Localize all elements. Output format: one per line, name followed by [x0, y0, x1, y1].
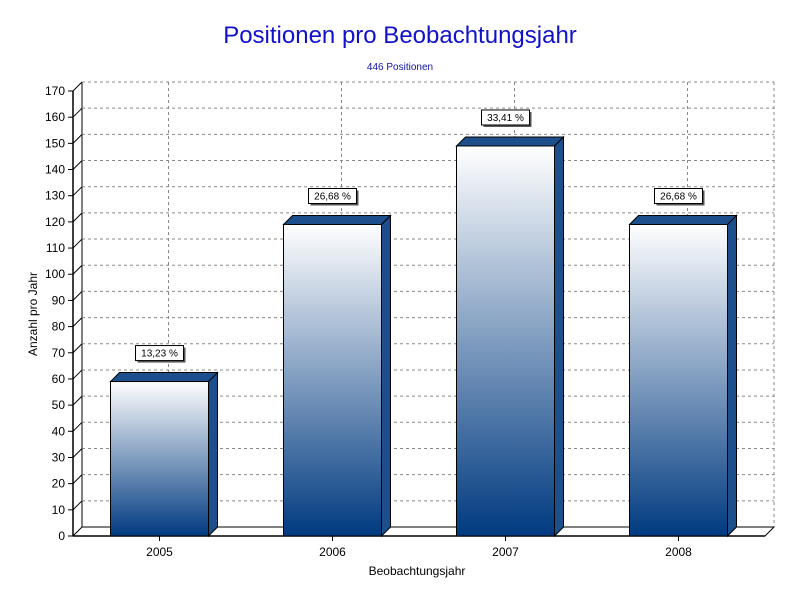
- y-tick-label: 130: [45, 189, 65, 203]
- gridline-side-tick: [72, 395, 83, 406]
- x-axis-label: Beobachtungsjahr: [369, 564, 466, 578]
- data-label: 26,68 %: [314, 192, 351, 203]
- y-tick-label: 110: [46, 241, 65, 255]
- gridline-side-tick: [72, 317, 83, 327]
- bar-side: [727, 214, 737, 538]
- bar: [629, 224, 728, 537]
- y-tick-label: 160: [45, 110, 65, 124]
- gridline-side-tick: [72, 160, 83, 170]
- data-label-box: [481, 109, 530, 126]
- y-tick-label: 60: [52, 372, 66, 386]
- bar-top: [455, 136, 565, 147]
- x-tick-label: 2007: [492, 545, 519, 559]
- gridline-side-tick: [72, 238, 83, 249]
- gridline-side-tick: [72, 448, 83, 458]
- x-tick-label: 2006: [319, 545, 346, 559]
- y-tick-label: 10: [52, 503, 66, 517]
- gridline-side-tick: [72, 421, 83, 432]
- x-tick-label: 2005: [146, 545, 173, 559]
- chart-subtitle: 446 Positionen: [366, 62, 434, 73]
- bar-side: [554, 135, 564, 538]
- y-tick-label: 50: [52, 398, 66, 412]
- bar-side: [208, 371, 218, 538]
- y-tick-label: 20: [52, 477, 66, 491]
- gridline-side-tick: [72, 186, 83, 197]
- y-tick-label: 70: [52, 346, 66, 360]
- data-label: 26,68 %: [660, 192, 697, 203]
- bar-top: [628, 215, 738, 225]
- bar-top: [282, 215, 392, 225]
- gridline-side-tick: [72, 81, 83, 92]
- y-tick-label: 80: [52, 320, 66, 334]
- chart-title: Positionen pro Beobachtungsjahr: [223, 22, 577, 49]
- bar: [283, 224, 382, 537]
- y-tick-label: 150: [45, 136, 65, 150]
- gridline-side-tick: [72, 291, 83, 301]
- bar-side: [381, 214, 391, 538]
- data-label-box: [654, 188, 703, 204]
- data-label: 13,23 %: [141, 349, 178, 360]
- bar-top: [109, 372, 219, 383]
- y-tick-label: 0: [58, 529, 65, 543]
- gridline-side-tick: [72, 264, 83, 275]
- y-tick-label: 120: [45, 215, 65, 229]
- y-axis-label: Anzahl pro Jahr: [26, 272, 40, 356]
- data-label: 33,41 %: [487, 113, 524, 124]
- gridline-side-tick: [72, 107, 83, 118]
- y-tick-label: 170: [45, 84, 65, 98]
- y-tick-label: 140: [45, 163, 65, 177]
- y-tick-label: 30: [52, 450, 66, 464]
- gridline-side-tick: [72, 500, 83, 511]
- bar: [456, 145, 555, 537]
- y-tick-label: 100: [45, 267, 65, 281]
- data-label-box: [135, 345, 184, 362]
- x-tick-label: 2008: [665, 545, 692, 559]
- gridline-side-tick: [72, 369, 83, 380]
- gridline-side-tick: [72, 133, 83, 144]
- gridline-side-tick: [72, 212, 83, 223]
- bar: [110, 381, 209, 537]
- data-label-box: [308, 188, 357, 204]
- y-tick-label: 90: [52, 293, 66, 307]
- y-tick-label: 40: [52, 424, 66, 438]
- gridline-side-tick: [72, 343, 83, 354]
- gridline-side-tick: [72, 474, 83, 485]
